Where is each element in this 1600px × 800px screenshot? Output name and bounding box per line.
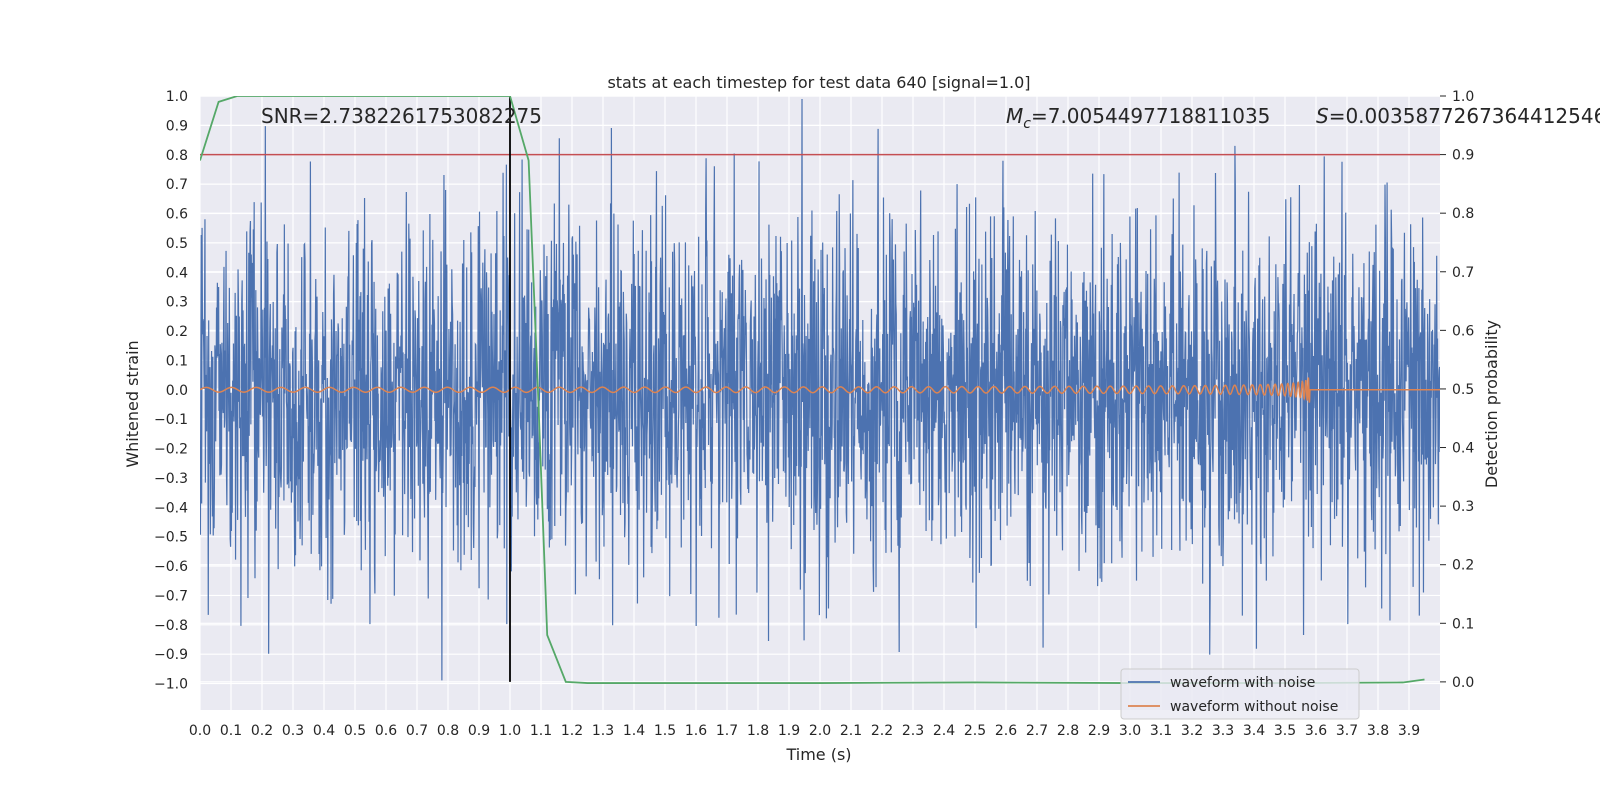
x-tick-label: 3.0	[1119, 723, 1141, 739]
chart-title: stats at each timestep for test data 640…	[607, 73, 1030, 92]
x-tick-label: 0.7	[406, 723, 428, 739]
snr-annotation: SNR=2.7382261753082275	[261, 104, 542, 128]
x-tick-label: 0.1	[220, 723, 242, 739]
y-tick-label: 0.2	[166, 324, 188, 340]
y-tick-label: 0.5	[166, 236, 188, 252]
legend: waveform with noise waveform without noi…	[1120, 668, 1360, 720]
series-line-waveform-without-noise	[200, 377, 1440, 403]
x-tick-label: 0.8	[437, 723, 459, 739]
y-tick-label: −0.5	[154, 530, 188, 546]
y-tick-label: 0.6	[166, 207, 188, 223]
y2-tick-label: 0.6	[1452, 323, 1474, 339]
legend-entry-clean: waveform without noise	[1170, 699, 1338, 715]
x-tick-label: 2.5	[964, 723, 986, 739]
x-tick-label: 2.8	[1057, 723, 1079, 739]
mc-symbol: M	[1006, 104, 1023, 128]
legend-box	[1120, 668, 1360, 720]
series-line-waveform-with-noise	[200, 98, 1440, 681]
x-axis-ticks: 0.0 0.1 0.2 0.3 0.4 0.5 0.6 0.7 0.8 0.9 1.0 1.1 1.2 1…	[189, 723, 1420, 739]
x-tick-label: 3.3	[1212, 723, 1234, 739]
y2-tick-label: 0.4	[1452, 441, 1474, 457]
y2-tick-label: 0.1	[1452, 616, 1474, 632]
x-axis-label: Time (s)	[785, 745, 851, 764]
y2-axis-label: Detection probability	[1482, 320, 1501, 488]
y2-tick-label: 0.2	[1452, 558, 1474, 574]
s-value: =0.0035877267364412546	[1329, 104, 1600, 128]
mc-annotation: Mc=7.0054497718811035	[1006, 104, 1270, 132]
x-tick-label: 1.0	[499, 723, 521, 739]
y-tick-label: −0.6	[154, 559, 188, 575]
y2-tick-label: 0.9	[1452, 148, 1474, 164]
x-tick-label: 2.2	[871, 723, 893, 739]
x-tick-label: 2.4	[933, 723, 955, 739]
x-tick-label: 0.0	[189, 723, 211, 739]
y-tick-label: 0.9	[166, 118, 188, 134]
y-tick-label: 1.0	[166, 89, 188, 105]
x-tick-label: 3.1	[1150, 723, 1172, 739]
x-tick-label: 2.3	[902, 723, 924, 739]
y-tick-label: 0.4	[166, 265, 188, 281]
x-tick-label: 1.9	[778, 723, 800, 739]
y-tick-label: 0.1	[166, 353, 188, 369]
x-tick-label: 0.6	[375, 723, 397, 739]
y-tick-label: −0.9	[154, 647, 188, 663]
mc-value: =7.0054497718811035	[1031, 104, 1270, 128]
y2-tick-label: 0.7	[1452, 265, 1474, 281]
y-tick-label: 0.7	[166, 177, 188, 193]
y-tick-label: 0.3	[166, 295, 188, 311]
y2-tick-label: 0.3	[1452, 499, 1474, 515]
x-tick-label: 1.6	[685, 723, 707, 739]
x-tick-label: 3.8	[1367, 723, 1389, 739]
y2-axis-ticks: 1.0 0.9 0.8 0.7 0.6 0.5 0.4 0.3 0.2 0.1 0.0	[1440, 89, 1474, 691]
x-tick-label: 3.7	[1336, 723, 1358, 739]
x-tick-label: 3.6	[1305, 723, 1327, 739]
x-tick-label: 1.7	[716, 723, 738, 739]
x-tick-label: 3.9	[1398, 723, 1420, 739]
x-tick-label: 0.4	[313, 723, 335, 739]
y-tick-label: 0.8	[166, 148, 188, 164]
y-tick-label: 0.0	[166, 383, 188, 399]
x-tick-label: 0.3	[282, 723, 304, 739]
x-tick-label: 2.9	[1088, 723, 1110, 739]
y2-tick-label: 0.5	[1452, 382, 1474, 398]
mc-subscript: c	[1023, 116, 1031, 132]
x-tick-label: 1.2	[561, 723, 583, 739]
x-tick-label: 3.4	[1243, 723, 1265, 739]
x-tick-label: 1.8	[747, 723, 769, 739]
x-tick-label: 2.6	[995, 723, 1017, 739]
y-tick-label: −1.0	[154, 677, 188, 693]
y-tick-label: −0.1	[154, 412, 188, 428]
y-tick-label: −0.2	[154, 442, 188, 458]
x-tick-label: 0.2	[251, 723, 273, 739]
y-tick-label: −0.7	[154, 588, 188, 604]
y2-tick-label: 0.8	[1452, 206, 1474, 222]
legend-entry-noise: waveform with noise	[1170, 675, 1315, 691]
x-tick-label: 0.9	[468, 723, 490, 739]
x-tick-label: 1.5	[654, 723, 676, 739]
y2-tick-label: 1.0	[1452, 89, 1474, 105]
s-symbol: S	[1316, 104, 1329, 128]
x-tick-label: 3.2	[1181, 723, 1203, 739]
x-tick-label: 1.4	[623, 723, 645, 739]
y-tick-label: −0.3	[154, 471, 188, 487]
x-tick-label: 1.3	[592, 723, 614, 739]
y-axis-label: Whitened strain	[123, 340, 142, 467]
x-tick-label: 1.1	[530, 723, 552, 739]
x-tick-label: 2.1	[840, 723, 862, 739]
y2-tick-label: 0.0	[1452, 675, 1474, 691]
s-annotation: S=0.0035877267364412546	[1316, 104, 1600, 128]
y-axis-ticks: 1.0 0.9 0.8 0.7 0.6 0.5 0.4 0.3 0.2 0.1 0.0 −0.1 −0.…	[154, 89, 188, 693]
x-tick-label: 0.5	[344, 723, 366, 739]
y-tick-label: −0.8	[154, 618, 188, 634]
x-tick-label: 2.0	[809, 723, 831, 739]
y-tick-label: −0.4	[154, 500, 188, 516]
x-tick-label: 2.7	[1026, 723, 1048, 739]
x-tick-label: 3.5	[1274, 723, 1296, 739]
